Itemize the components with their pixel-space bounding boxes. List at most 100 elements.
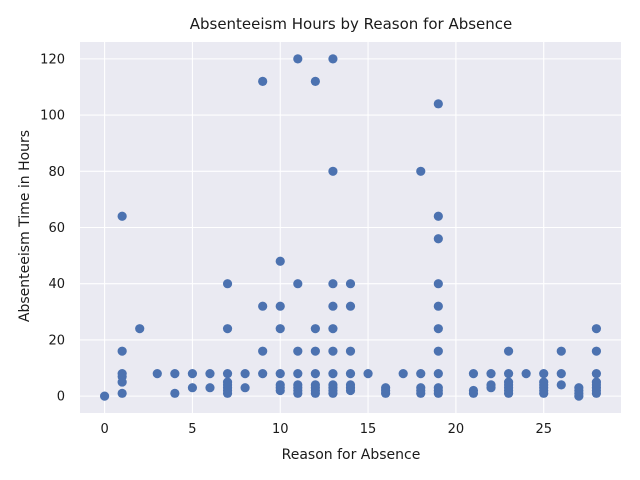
x-axis-label: Reason for Absence (282, 447, 421, 463)
scatter-point (345, 380, 356, 390)
scatter-point (275, 301, 285, 311)
x-tick-label: 25 (535, 422, 552, 437)
x-tick-label: 15 (360, 422, 377, 437)
scatter-point (293, 380, 303, 390)
ticks-layer: 0 5 10 15 20 25 0 20 40 60 80 100 120 (40, 52, 552, 437)
scatter-point (433, 211, 443, 221)
scatter-point (328, 279, 338, 289)
scatter-point (170, 369, 180, 379)
scatter-point (222, 324, 233, 334)
y-tick-label: 0 (57, 390, 65, 405)
scatter-point (275, 369, 285, 379)
scatter-point (556, 346, 566, 356)
x-tick-label: 10 (272, 422, 289, 437)
scatter-point (117, 211, 127, 221)
scatter-point (170, 388, 180, 398)
scatter-point (486, 369, 496, 379)
scatter-point (99, 391, 110, 401)
scatter-point (556, 380, 566, 390)
scatter-point (310, 76, 320, 86)
scatter-point (222, 377, 233, 387)
grid-layer (80, 42, 621, 413)
x-tick-label: 5 (188, 422, 196, 437)
y-axis-label: Absenteeism Time in Hours (17, 130, 33, 322)
scatter-point (433, 369, 443, 379)
scatter-point (328, 324, 338, 334)
scatter-point (433, 279, 443, 289)
scatter-point (345, 301, 356, 311)
scatter-point (433, 234, 443, 244)
scatter-point (328, 54, 338, 64)
points-layer (99, 54, 602, 401)
scatter-point (416, 166, 426, 176)
x-tick-label: 20 (448, 422, 465, 437)
scatter-point (205, 383, 215, 393)
scatter-point (433, 383, 443, 393)
scatter-point (310, 380, 320, 390)
scatter-point (258, 369, 268, 379)
y-tick-label: 60 (48, 221, 65, 236)
scatter-point (240, 369, 250, 379)
scatter-point (468, 385, 479, 396)
scatter-point (293, 369, 303, 379)
scatter-point (381, 383, 391, 393)
scatter-point (328, 380, 338, 390)
scatter-point (539, 377, 549, 387)
scatter-point (591, 346, 602, 356)
scatter-point (416, 383, 426, 393)
scatter-point (503, 377, 514, 387)
scatter-point (591, 369, 602, 379)
scatter-point (293, 279, 303, 289)
scatter-point (433, 99, 443, 109)
scatter-point (205, 369, 215, 379)
y-tick-label: 80 (48, 165, 65, 180)
scatter-point (258, 346, 268, 356)
scatter-point (117, 346, 127, 356)
y-tick-label: 40 (48, 277, 65, 292)
scatter-point (152, 369, 162, 379)
scatter-point (258, 301, 268, 311)
scatter-point (310, 346, 320, 356)
scatter-point (398, 369, 408, 379)
scatter-point (328, 301, 338, 311)
scatter-point (503, 346, 514, 356)
scatter-point (275, 256, 285, 266)
scatter-point (363, 369, 373, 379)
scatter-point (539, 369, 549, 379)
scatter-point (468, 369, 479, 379)
scatter-point (433, 346, 443, 356)
scatter-point (328, 166, 338, 176)
scatter-point (416, 369, 426, 379)
scatter-point (187, 383, 198, 393)
scatter-point (187, 369, 198, 379)
scatter-point (503, 369, 514, 379)
scatter-point (135, 324, 145, 334)
scatter-point (117, 369, 127, 379)
scatter-point (591, 324, 602, 334)
y-tick-label: 120 (40, 52, 65, 67)
scatter-point (433, 301, 443, 311)
scatter-point (345, 279, 356, 289)
scatter-point (258, 76, 268, 86)
scatter-point (328, 346, 338, 356)
scatter-point (240, 383, 250, 393)
scatter-point (117, 388, 127, 398)
scatter-point (293, 346, 303, 356)
scatter-point (293, 54, 303, 64)
scatter-point (433, 324, 443, 334)
scatter-point (310, 324, 320, 334)
scatter-point (328, 369, 338, 379)
scatter-point (222, 279, 233, 289)
y-tick-label: 20 (48, 333, 65, 348)
scatter-point (275, 380, 285, 390)
y-tick-label: 100 (40, 109, 65, 124)
scatter-point (521, 369, 531, 379)
scatter-point (345, 369, 356, 379)
scatter-point (574, 383, 584, 393)
scatter-point (486, 380, 496, 390)
scatter-point (591, 377, 602, 387)
scatter-point (556, 369, 566, 379)
scatter-point (310, 369, 320, 379)
